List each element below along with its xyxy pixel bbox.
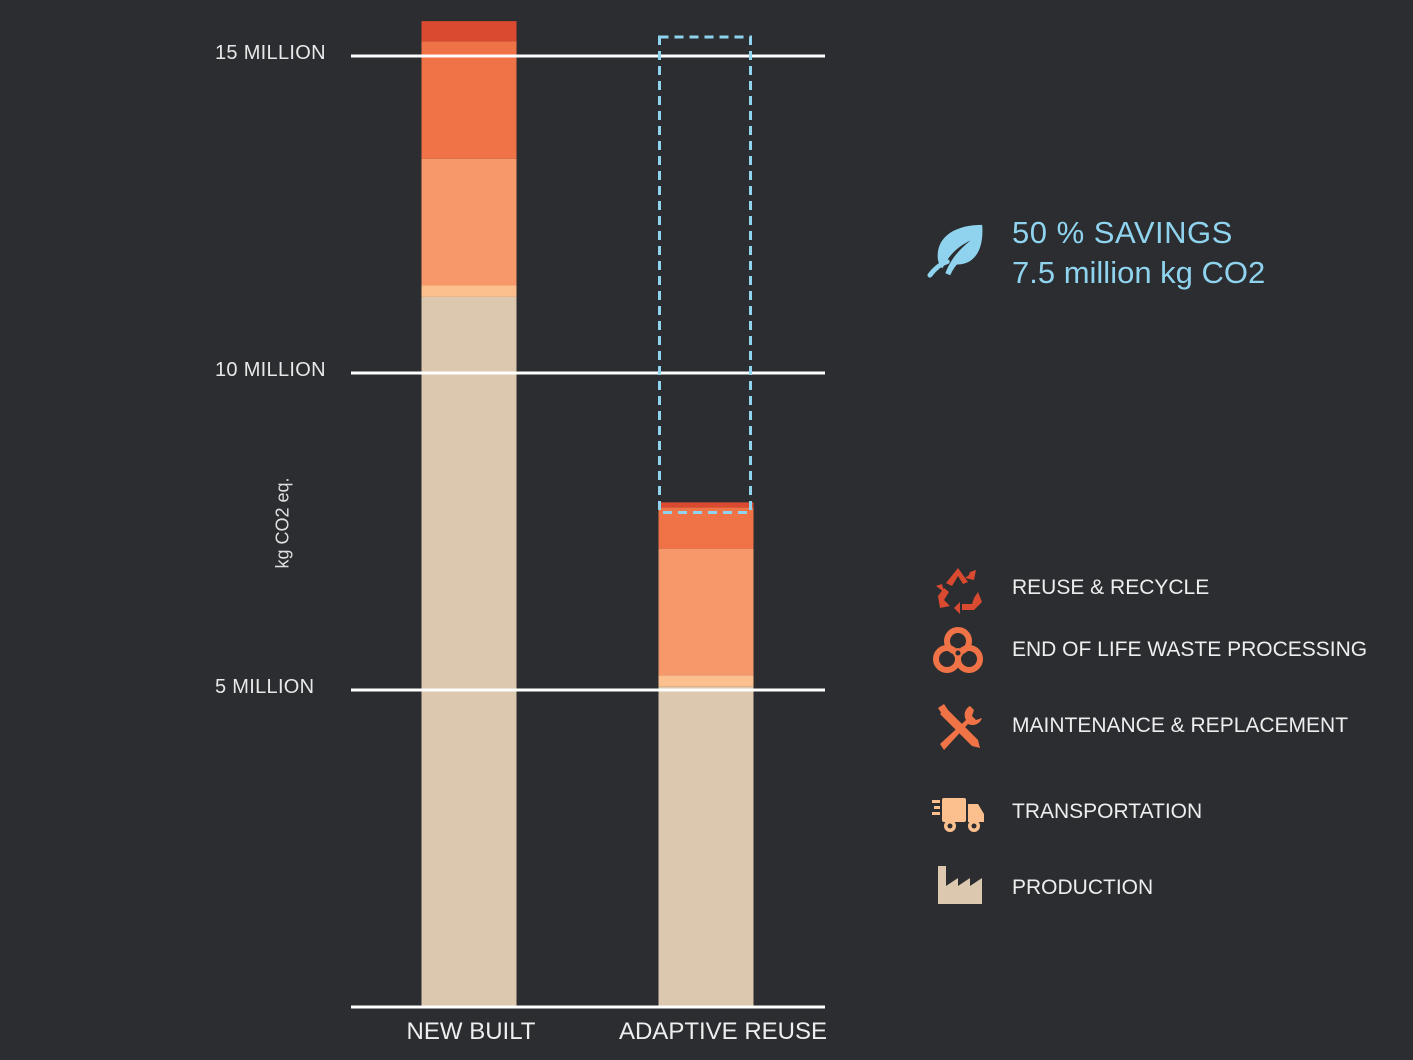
bar-segment-new-built-4 xyxy=(421,21,517,42)
legend-item-end-of-life: END OF LIFE WASTE PROCESSING xyxy=(928,624,1408,680)
bar-segment-adaptive-reuse-1 xyxy=(658,675,754,687)
legend-item-reuse-recycle: REUSE & RECYCLE xyxy=(928,562,1408,618)
biohazard-icon xyxy=(933,627,983,673)
bar-segment-new-built-3 xyxy=(421,41,517,159)
bar-segment-adaptive-reuse-3 xyxy=(658,507,754,549)
factory-icon xyxy=(938,866,982,904)
x-category-label: NEW BUILT xyxy=(406,1018,536,1045)
bar-segment-new-built-0 xyxy=(421,296,517,1007)
legend-label: REUSE & RECYCLE xyxy=(1012,576,1210,599)
bar-segment-adaptive-reuse-0 xyxy=(658,686,754,1007)
leaf-icon xyxy=(927,224,983,278)
bar-segment-new-built-2 xyxy=(421,158,517,286)
legend: REUSE & RECYCLE END OF LIFE WASTE PROCES… xyxy=(928,0,1408,1060)
legend-label: END OF LIFE WASTE PROCESSING xyxy=(1012,638,1368,661)
y-tick-label: 10 MILLION xyxy=(215,359,326,381)
bar-segment-new-built-1 xyxy=(421,285,517,297)
legend-label: MAINTENANCE & REPLACEMENT xyxy=(1012,714,1349,737)
legend-item-production: PRODUCTION xyxy=(928,862,1408,918)
gridlines-group xyxy=(351,54,825,1009)
x-category-label: ADAPTIVE REUSE xyxy=(618,1018,828,1045)
y-tick-label: 15 MILLION xyxy=(215,42,326,64)
savings-outline xyxy=(658,35,752,514)
tools-icon xyxy=(938,704,982,750)
savings-headline: 50 % SAVINGS xyxy=(1012,215,1233,250)
y-axis-label: kg CO2 eq. xyxy=(272,477,293,569)
y-tick-label: 5 MILLION xyxy=(215,676,315,698)
recycle-icon xyxy=(936,568,982,614)
truck-icon xyxy=(932,798,984,832)
savings-detail: 7.5 million kg CO2 xyxy=(1012,255,1266,290)
bar-segment-adaptive-reuse-2 xyxy=(658,548,754,676)
bar-segment-adaptive-reuse-4 xyxy=(658,502,754,508)
savings-outline-group xyxy=(658,35,752,514)
legend-item-maintenance: MAINTENANCE & REPLACEMENT xyxy=(928,700,1408,756)
legend-label: TRANSPORTATION xyxy=(1012,800,1203,823)
bars-group xyxy=(421,21,754,1007)
legend-label: PRODUCTION xyxy=(1012,876,1154,899)
legend-item-transportation: TRANSPORTATION xyxy=(928,786,1408,842)
